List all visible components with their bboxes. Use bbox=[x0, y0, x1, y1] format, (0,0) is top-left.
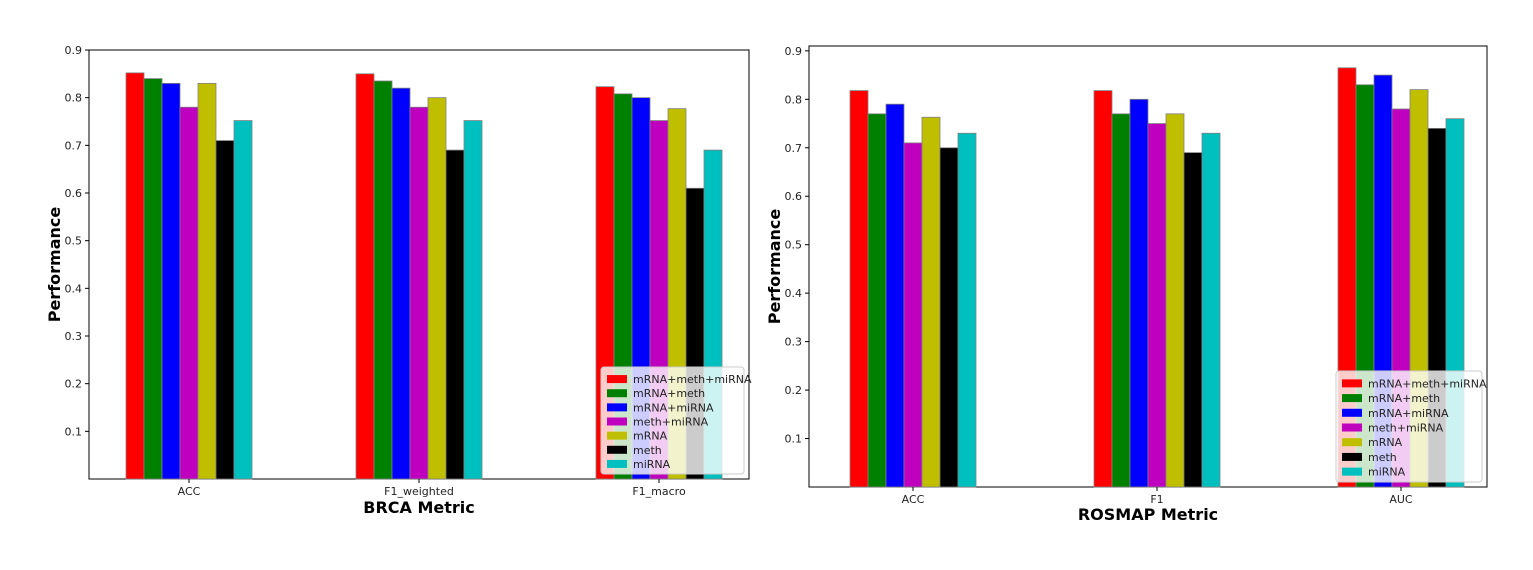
legend-label: mRNA+meth+miRNA bbox=[633, 373, 752, 386]
x-axis-title: ROSMAP Metric bbox=[1078, 505, 1218, 524]
legend-box bbox=[600, 366, 745, 475]
y-tick-label: 0.4 bbox=[785, 287, 803, 300]
bar-mrna-mirna-f1_weighted bbox=[391, 87, 411, 480]
bar-mirna-acc bbox=[957, 132, 977, 488]
x-axis-title: BRCA Metric bbox=[363, 498, 475, 517]
legend-label: mRNA+meth bbox=[633, 387, 705, 400]
legend-swatch bbox=[1342, 452, 1362, 461]
y-tick-label: 0.7 bbox=[785, 142, 803, 155]
legend-swatch bbox=[607, 445, 627, 454]
y-tick-label: 0.3 bbox=[65, 330, 83, 343]
legend-swatch bbox=[1342, 394, 1362, 403]
y-tick-label: 0.7 bbox=[65, 139, 83, 152]
legend-label: mRNA+meth bbox=[1368, 392, 1440, 405]
bar-meth-mirna-f1_weighted bbox=[409, 106, 429, 480]
legend-label: mRNA bbox=[633, 430, 668, 443]
bar-mrna-acc bbox=[921, 116, 941, 488]
legend-swatch bbox=[1342, 408, 1362, 417]
x-tick-label: F1_macro bbox=[632, 485, 686, 498]
bar-mrna-mirna-f1 bbox=[1129, 98, 1149, 488]
y-tick-label: 0.2 bbox=[785, 384, 803, 397]
legend-swatch bbox=[607, 403, 627, 412]
bar-meth-f1_weighted bbox=[445, 149, 465, 480]
bar-mrna-mirna-acc bbox=[161, 82, 181, 480]
y-tick-label: 0.5 bbox=[65, 235, 83, 248]
bar-mrna-mirna-acc bbox=[885, 103, 905, 488]
bar-meth-acc bbox=[215, 140, 235, 480]
y-tick-label: 0.8 bbox=[785, 93, 803, 106]
bar-mirna-acc bbox=[233, 120, 253, 480]
bar-meth-mirna-acc bbox=[179, 106, 199, 480]
legend-label: mRNA+meth+miRNA bbox=[1368, 377, 1487, 390]
y-tick-label: 0.2 bbox=[65, 378, 83, 391]
legend-swatch bbox=[1342, 379, 1362, 388]
bar-mrna-meth-acc bbox=[867, 113, 887, 488]
legend-label: miRNA bbox=[1368, 466, 1406, 479]
y-axis-title: Performance bbox=[765, 209, 784, 325]
bar-mirna-f1_weighted bbox=[463, 120, 483, 480]
y-tick-label: 0.1 bbox=[785, 433, 803, 446]
y-tick-label: 0.8 bbox=[65, 92, 83, 105]
legend-label: meth+miRNA bbox=[1368, 422, 1444, 435]
legend-label: mRNA+miRNA bbox=[633, 401, 714, 414]
y-axis-title: Performance bbox=[45, 207, 64, 323]
bar-mrna-meth-f1 bbox=[1111, 113, 1131, 488]
bar-mirna-f1 bbox=[1201, 132, 1221, 488]
bar-mrna-f1_weighted bbox=[427, 97, 447, 480]
bar-mrna-meth-mirna-f1_weighted bbox=[355, 73, 375, 480]
bar-mrna-acc bbox=[197, 82, 217, 480]
y-tick-label: 0.9 bbox=[65, 44, 83, 57]
bar-meth-mirna-f1 bbox=[1147, 123, 1167, 488]
legend-label: meth bbox=[633, 444, 662, 457]
legend-swatch bbox=[607, 375, 627, 384]
legend-label: meth+miRNA bbox=[633, 416, 709, 429]
legend-swatch bbox=[607, 431, 627, 440]
bar-meth-f1 bbox=[1183, 152, 1203, 488]
bar-mrna-meth-acc bbox=[143, 78, 163, 480]
legend-swatch bbox=[1342, 467, 1362, 476]
legend: mRNA+meth+miRNA mRNA+meth mRNA+miRNA meth+m… bbox=[1335, 370, 1487, 483]
y-tick-label: 0.9 bbox=[785, 45, 803, 58]
y-tick-label: 0.4 bbox=[65, 282, 83, 295]
chart-panel-1: 0.1 0.2 0.3 0.4 0.5 0.6 0.7 0.8 0.9 ACC F1_weighte… bbox=[45, 44, 752, 517]
bar-meth-acc bbox=[939, 147, 959, 488]
y-tick-label: 0.6 bbox=[65, 187, 83, 200]
bar-mrna-f1 bbox=[1165, 113, 1185, 488]
x-tick-label: ACC bbox=[178, 485, 201, 498]
legend-swatch bbox=[607, 417, 627, 426]
x-tick-label: ACC bbox=[902, 493, 925, 506]
y-tick-label: 0.6 bbox=[785, 190, 803, 203]
bar-mrna-meth-mirna-acc bbox=[125, 72, 145, 480]
bar-mrna-meth-mirna-f1 bbox=[1093, 90, 1113, 488]
legend-swatch bbox=[607, 389, 627, 398]
bar-mrna-meth-mirna-acc bbox=[849, 90, 869, 488]
legend-label: miRNA bbox=[633, 458, 671, 471]
legend-swatch bbox=[1342, 438, 1362, 447]
legend-box bbox=[1335, 370, 1483, 483]
y-tick-label: 0.5 bbox=[785, 239, 803, 252]
chart-panel-2: 0.1 0.2 0.3 0.4 0.5 0.6 0.7 0.8 0.9 ACC F1 AUC ROSMA… bbox=[765, 45, 1488, 524]
legend-label: meth bbox=[1368, 451, 1397, 464]
legend-label: mRNA bbox=[1368, 436, 1403, 449]
legend-swatch bbox=[1342, 423, 1362, 432]
bar-mrna-meth-f1_weighted bbox=[373, 80, 393, 480]
bar-meth-mirna-acc bbox=[903, 142, 923, 488]
legend-label: mRNA+miRNA bbox=[1368, 407, 1449, 420]
x-tick-label: AUC bbox=[1389, 493, 1413, 506]
legend-swatch bbox=[607, 459, 627, 468]
y-tick-label: 0.3 bbox=[785, 336, 803, 349]
x-tick-label: F1_weighted bbox=[384, 485, 454, 498]
y-tick-label: 0.1 bbox=[65, 425, 83, 438]
x-tick-label: F1 bbox=[1150, 493, 1163, 506]
